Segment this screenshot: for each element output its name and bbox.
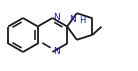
Text: N: N	[69, 15, 76, 24]
Text: H: H	[79, 16, 85, 25]
Text: N: N	[53, 13, 60, 23]
Text: N: N	[53, 47, 60, 57]
